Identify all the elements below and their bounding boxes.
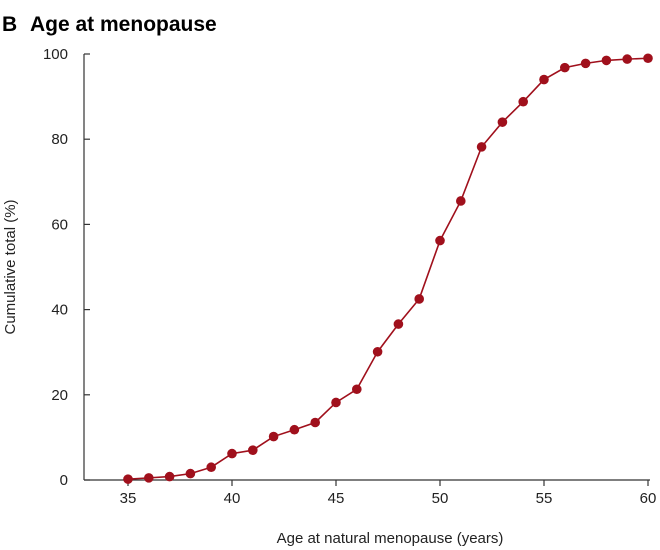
panel-label: B: [2, 13, 17, 36]
data-point: [310, 417, 321, 428]
data-point: [372, 346, 383, 357]
data-point: [206, 462, 216, 473]
data-point: [227, 448, 237, 459]
x-tick-label: 45: [328, 490, 345, 507]
x-axis-label: Age at natural menopause (years): [277, 530, 504, 547]
data-point: [268, 431, 279, 442]
x-tick-label: 40: [224, 490, 241, 507]
data-point: [352, 384, 362, 395]
data-point: [393, 319, 404, 329]
data-point: [539, 74, 549, 85]
data-point: [164, 471, 175, 482]
data-point: [123, 474, 133, 484]
data-point: [414, 294, 425, 304]
x-tick-label: 60: [640, 490, 657, 507]
data-point: [497, 117, 508, 127]
data-point: [331, 397, 341, 408]
x-ticks: 35 40 45 50 55 60: [120, 480, 657, 507]
data-point: [435, 235, 445, 246]
data-point: [456, 196, 466, 206]
data-point: [518, 96, 528, 107]
data-point: [622, 54, 632, 64]
data-point: [476, 142, 487, 152]
y-axis-label: Cumulative total (%): [2, 199, 19, 334]
series-line: [127, 57, 649, 480]
data-point: [643, 53, 653, 64]
y-ticks: 0 20 40 60 80 100: [43, 46, 90, 489]
y-tick-label: 60: [51, 216, 68, 233]
data-point: [560, 62, 570, 73]
chart-title: Age at menopause: [30, 13, 217, 36]
data-point: [601, 55, 612, 66]
axes: [83, 54, 650, 481]
data-point: [248, 445, 258, 455]
series-layer: [123, 53, 653, 484]
y-tick-label: 80: [51, 131, 68, 148]
data-point: [144, 473, 154, 483]
data-point: [580, 58, 591, 69]
x-tick-label: 55: [536, 490, 553, 507]
y-tick-label: 40: [51, 302, 68, 319]
y-tick-label: 100: [43, 46, 68, 63]
y-tick-label: 0: [60, 472, 68, 489]
data-point: [289, 424, 300, 435]
x-tick-label: 35: [120, 490, 137, 507]
y-tick-label: 20: [51, 387, 68, 404]
x-tick-label: 50: [432, 490, 449, 507]
data-point: [185, 468, 196, 479]
